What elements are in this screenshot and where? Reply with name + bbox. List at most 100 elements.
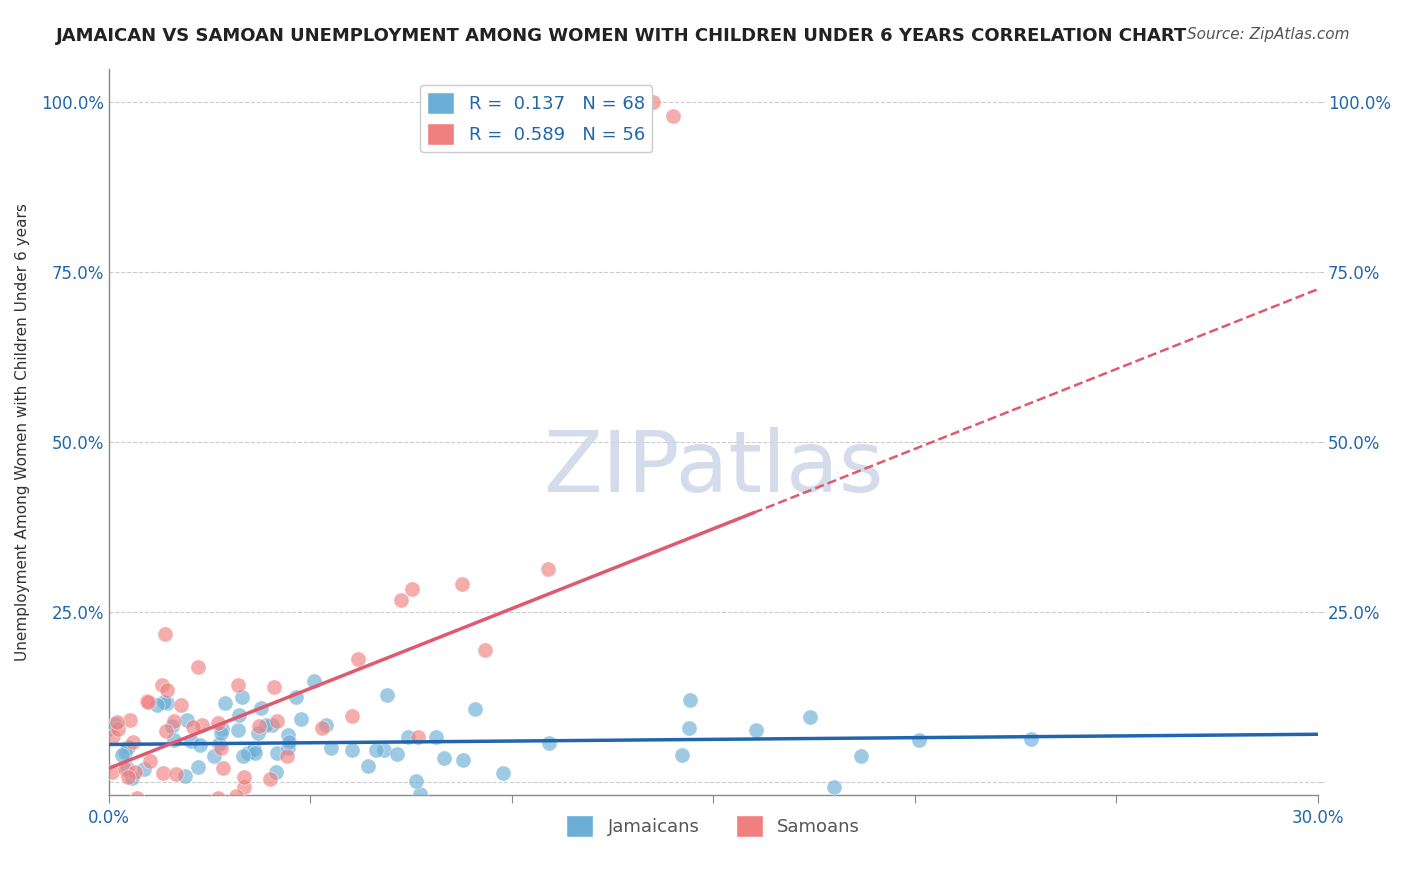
Samoans (451, 577, 474, 591)
Jamaicans (214, 696, 236, 710)
Jamaicans (319, 740, 342, 755)
Samoans (259, 772, 281, 786)
Legend: Jamaicans, Samoans: Jamaicans, Samoans (560, 808, 868, 845)
Jamaicans (679, 693, 702, 707)
Jamaicans (117, 739, 139, 754)
Jamaicans (304, 674, 326, 689)
Samoans (136, 694, 159, 708)
Samoans (311, 721, 333, 735)
Jamaicans (745, 723, 768, 737)
Jamaicans (163, 733, 186, 747)
Jamaicans (153, 695, 176, 709)
Samoans (111, 809, 134, 823)
Samoans (266, 714, 288, 728)
Jamaicans (405, 774, 427, 789)
Samoans (211, 761, 233, 775)
Samoans (155, 723, 177, 738)
Samoans (101, 729, 124, 743)
Samoans (406, 730, 429, 744)
Jamaicans (340, 743, 363, 757)
Text: ZIPatlas: ZIPatlas (543, 426, 883, 510)
Samoans (139, 755, 162, 769)
Jamaicans (232, 748, 254, 763)
Jamaicans (464, 702, 486, 716)
Samoans (474, 643, 496, 657)
Jamaicans (187, 760, 209, 774)
Jamaicans (211, 722, 233, 736)
Samoans (340, 709, 363, 723)
Samoans (347, 652, 370, 666)
Jamaicans (176, 713, 198, 727)
Jamaicans (823, 780, 845, 794)
Samoans (122, 735, 145, 749)
Samoans (207, 716, 229, 731)
Jamaicans (396, 730, 419, 744)
Samoans (662, 109, 685, 123)
Samoans (232, 780, 254, 794)
Jamaicans (209, 726, 232, 740)
Samoans (105, 715, 128, 730)
Jamaicans (315, 718, 337, 732)
Jamaicans (162, 719, 184, 733)
Samoans (181, 720, 204, 734)
Jamaicans (799, 710, 821, 724)
Jamaicans (243, 746, 266, 760)
Jamaicans (373, 743, 395, 757)
Jamaicans (433, 750, 456, 764)
Samoans (207, 790, 229, 805)
Samoans (263, 680, 285, 694)
Jamaicans (132, 762, 155, 776)
Jamaicans (188, 738, 211, 752)
Samoans (136, 695, 159, 709)
Text: Source: ZipAtlas.com: Source: ZipAtlas.com (1187, 27, 1350, 42)
Samoans (641, 95, 664, 110)
Samoans (129, 809, 152, 823)
Jamaicans (277, 741, 299, 756)
Jamaicans (231, 690, 253, 704)
Samoans (125, 790, 148, 805)
Samoans (225, 789, 247, 804)
Jamaicans (678, 721, 700, 735)
Jamaicans (173, 769, 195, 783)
Jamaicans (202, 749, 225, 764)
Samoans (156, 683, 179, 698)
Samoans (190, 718, 212, 732)
Jamaicans (284, 690, 307, 704)
Samoans (226, 678, 249, 692)
Jamaicans (277, 728, 299, 742)
Jamaicans (180, 734, 202, 748)
Jamaicans (98, 722, 121, 736)
Jamaicans (250, 701, 273, 715)
Jamaicans (375, 688, 398, 702)
Samoans (143, 809, 166, 823)
Samoans (187, 659, 209, 673)
Jamaicans (146, 698, 169, 713)
Jamaicans (425, 731, 447, 745)
Samoans (117, 770, 139, 784)
Samoans (150, 678, 173, 692)
Jamaicans (908, 732, 931, 747)
Samoans (165, 767, 187, 781)
Samoans (120, 713, 142, 727)
Jamaicans (671, 748, 693, 763)
Jamaicans (238, 747, 260, 761)
Samoans (107, 722, 129, 736)
Jamaicans (208, 737, 231, 751)
Jamaicans (266, 747, 288, 761)
Samoans (389, 593, 412, 607)
Jamaicans (262, 718, 284, 732)
Jamaicans (849, 748, 872, 763)
Samoans (209, 741, 232, 756)
Y-axis label: Unemployment Among Women with Children Under 6 years: Unemployment Among Women with Children U… (15, 203, 30, 661)
Jamaicans (114, 745, 136, 759)
Samoans (401, 582, 423, 597)
Jamaicans (491, 766, 513, 780)
Jamaicans (408, 787, 430, 801)
Jamaicans (121, 771, 143, 785)
Jamaicans (366, 743, 388, 757)
Samoans (114, 762, 136, 776)
Samoans (170, 698, 193, 712)
Samoans (276, 748, 298, 763)
Samoans (163, 714, 186, 729)
Jamaicans (451, 753, 474, 767)
